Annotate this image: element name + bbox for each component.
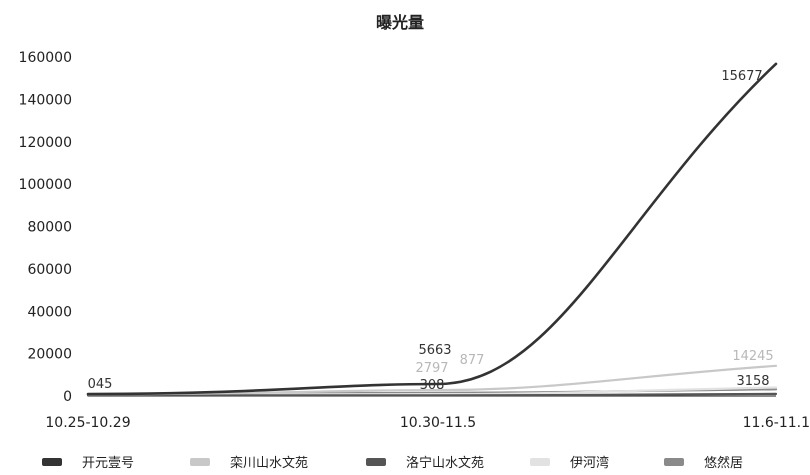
data-label: 5663 [418, 343, 451, 358]
y-tick-label: 120000 [19, 135, 72, 151]
legend-swatch [190, 458, 210, 466]
legend-label: 栾川山水文苑 [230, 455, 308, 471]
legend-label: 开元壹号 [82, 456, 134, 471]
legend-swatch [366, 458, 386, 466]
legend-swatch [530, 458, 550, 466]
data-label: 308 [420, 378, 445, 393]
y-tick-label: 0 [63, 389, 72, 405]
legend-swatch [42, 458, 62, 466]
y-tick-label: 100000 [19, 177, 72, 193]
y-tick-label: 80000 [27, 220, 72, 236]
y-tick-label: 40000 [27, 304, 72, 320]
x-axis: 10.25-10.29 10.30-11.5 11.6-11.1 [45, 395, 810, 431]
legend-label: 洛宁山水文苑 [406, 455, 484, 471]
series-lines [86, 62, 778, 397]
data-label: 2797 [415, 361, 448, 376]
y-tick-label: 140000 [19, 92, 72, 108]
y-tick-label: 160000 [19, 50, 72, 66]
data-label: 3158 [736, 374, 769, 389]
series-line [86, 62, 778, 396]
legend-label: 悠然居 [704, 455, 743, 471]
y-tick-label: 20000 [27, 347, 72, 363]
y-axis: 0 20000 40000 60000 80000 100000 120000 140000 1… [19, 50, 72, 405]
series-line [86, 392, 778, 397]
legend-label: 伊河湾 [570, 455, 609, 471]
data-labels: 045 5663 15677 2797 14245 308 877 3158 [88, 69, 774, 393]
x-tick-label: 10.25-10.29 [45, 415, 130, 431]
x-tick-label: 11.6-11.1 [743, 415, 810, 431]
legend: 开元壹号 栾川山水文苑 洛宁山水文苑 伊河湾 悠然居 [42, 455, 743, 471]
chart-title: 曝光量 [376, 13, 424, 32]
legend-swatch [664, 458, 684, 466]
x-tick-label: 10.30-11.5 [400, 415, 476, 431]
y-tick-label: 60000 [27, 262, 72, 278]
data-label: 045 [88, 377, 113, 392]
data-label: 14245 [732, 349, 773, 364]
data-label: 877 [460, 353, 485, 368]
series-line [86, 364, 778, 396]
data-label: 15677 [721, 69, 762, 84]
